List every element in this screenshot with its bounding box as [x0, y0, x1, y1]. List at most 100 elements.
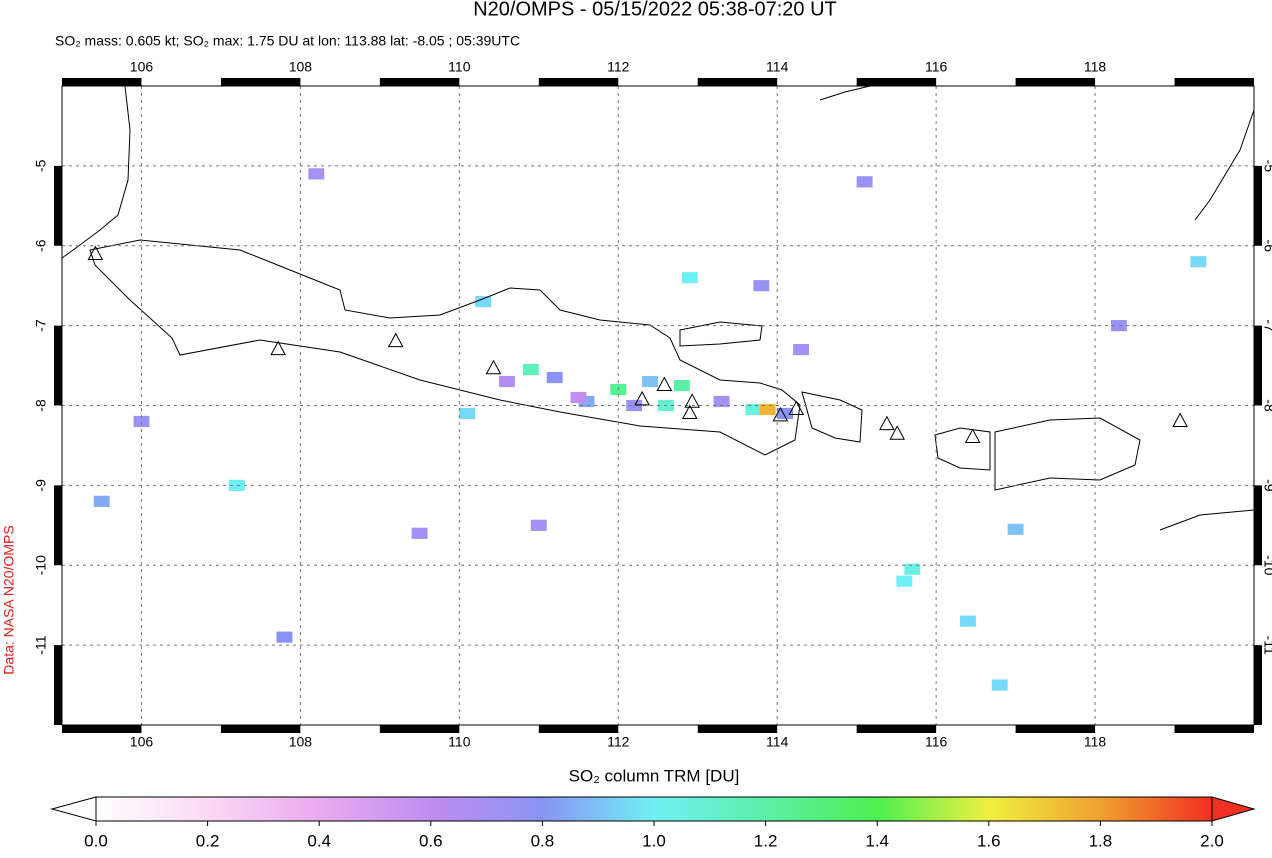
coastline	[1194, 109, 1255, 221]
chart-title: N20/OMPS - 05/15/2022 05:38-07:20 UT	[473, 0, 837, 20]
y-tick-label: -8	[33, 399, 49, 412]
colorbar-label: SO₂ column TRM [DU]	[569, 766, 740, 785]
so2-pixel	[1007, 523, 1024, 535]
colorbar-tick-label: 0.8	[531, 831, 555, 850]
frame-bar	[1174, 78, 1254, 86]
so2-pixel	[959, 615, 976, 627]
frame-bar	[697, 725, 778, 733]
volcano	[964, 428, 981, 443]
x-tick-label: 112	[607, 734, 630, 750]
x-tick-label: 108	[289, 59, 313, 75]
volcano	[879, 415, 895, 431]
so2-pixel	[713, 395, 730, 408]
coastline	[61, 85, 131, 259]
x-tick-label: 106	[130, 734, 154, 750]
x-tick-label: 116	[925, 59, 948, 75]
frame-bar	[62, 78, 142, 86]
axes: 106 106 108 108 110 110 112 112 114 114 116 116 118 1…	[33, 59, 1272, 750]
so2-pixel	[228, 479, 245, 491]
volcano	[387, 332, 404, 348]
so2-pixel	[856, 176, 873, 188]
so2-pixel	[530, 519, 547, 531]
y-tick-label: -8	[1261, 399, 1272, 412]
frame-bar	[697, 78, 778, 86]
coastline	[1159, 509, 1255, 531]
so2-pixel	[753, 280, 770, 292]
y-tick-label: -6	[1261, 240, 1272, 253]
colorbar-tick-label: 0.0	[84, 831, 108, 850]
y-tick-label: -9	[33, 479, 49, 492]
frame-bar	[1254, 165, 1262, 246]
so2-pixel	[499, 375, 515, 388]
so2-pixel	[642, 375, 658, 388]
y-tick-label: -10	[33, 555, 49, 575]
frame-bar	[856, 725, 937, 733]
volcano	[1172, 412, 1188, 427]
coastline	[934, 427, 991, 471]
colorbar-tick-label: 1.8	[1089, 831, 1113, 850]
volcano	[634, 390, 650, 406]
frame-bar	[538, 78, 619, 86]
colorbar	[95, 796, 1213, 822]
so2-pixel	[896, 575, 913, 587]
coastlines	[61, 85, 1255, 531]
volcano	[684, 393, 701, 408]
so2-pixel	[93, 495, 110, 507]
colorbar-tick-label: 0.4	[307, 831, 331, 850]
colorbar-extend-high	[1211, 796, 1256, 822]
so2-pixel	[522, 363, 539, 376]
x-tick-label: 114	[766, 734, 789, 750]
x-tick-label: 112	[607, 59, 630, 75]
y-tick-label: -11	[33, 635, 49, 654]
volcano	[889, 425, 906, 440]
x-tick-label: 114	[766, 59, 789, 75]
coastline	[89, 239, 801, 456]
so2-pixel	[793, 343, 809, 356]
frame-bar	[1254, 645, 1262, 725]
colorbar-tick-label: 1.4	[865, 831, 889, 850]
subtitle: SO₂ mass: 0.605 kt; SO₂ max: 1.75 DU at …	[55, 33, 520, 49]
frame-bar	[856, 78, 937, 86]
frame-bar	[379, 78, 460, 86]
volcano	[772, 406, 789, 422]
frame-bar	[220, 78, 301, 86]
colorbar-tick-label: 2.0	[1200, 831, 1224, 850]
y-tick-label: -6	[33, 239, 49, 252]
frame-bar	[538, 725, 619, 733]
so2-pixel	[777, 407, 794, 420]
colorbar-tick-label: 0.2	[196, 831, 220, 850]
y-tick-label: -11	[1261, 636, 1272, 655]
so2-pixel	[1190, 256, 1207, 268]
x-tick-label: 110	[448, 59, 471, 75]
x-tick-label: 106	[130, 59, 154, 75]
so2-pixel	[991, 679, 1008, 691]
so2-pixel	[904, 563, 921, 575]
x-tick-label: 118	[1084, 59, 1107, 75]
x-tick-label: 116	[925, 734, 948, 750]
so2-pixel	[681, 272, 698, 284]
frame-bar	[54, 325, 62, 406]
x-tick-label: 110	[448, 734, 471, 750]
colorbar-tick-label: 1.2	[754, 831, 778, 850]
so2-pixel	[626, 399, 643, 412]
y-tick-label: -9	[1261, 479, 1272, 492]
y-tick-label: -5	[1261, 160, 1272, 173]
so2-pixel	[475, 296, 492, 308]
so2-pixel	[759, 403, 776, 416]
y-tick-label: -7	[1261, 319, 1272, 332]
frame-bar	[54, 645, 62, 725]
volcano	[788, 400, 805, 415]
x-tick-label: 108	[289, 734, 313, 750]
volcano	[656, 376, 673, 392]
frame-bar	[379, 725, 460, 733]
x-tick-label: 118	[1084, 734, 1107, 750]
so2-pixel	[308, 168, 325, 180]
frame-bar	[1254, 325, 1262, 406]
frame-bar	[1174, 725, 1254, 733]
so2-pixel	[459, 407, 476, 420]
so2-pixel	[1110, 320, 1127, 332]
y-tick-label: -7	[33, 319, 49, 332]
frame-bar	[1015, 725, 1096, 733]
coastline	[819, 85, 871, 101]
